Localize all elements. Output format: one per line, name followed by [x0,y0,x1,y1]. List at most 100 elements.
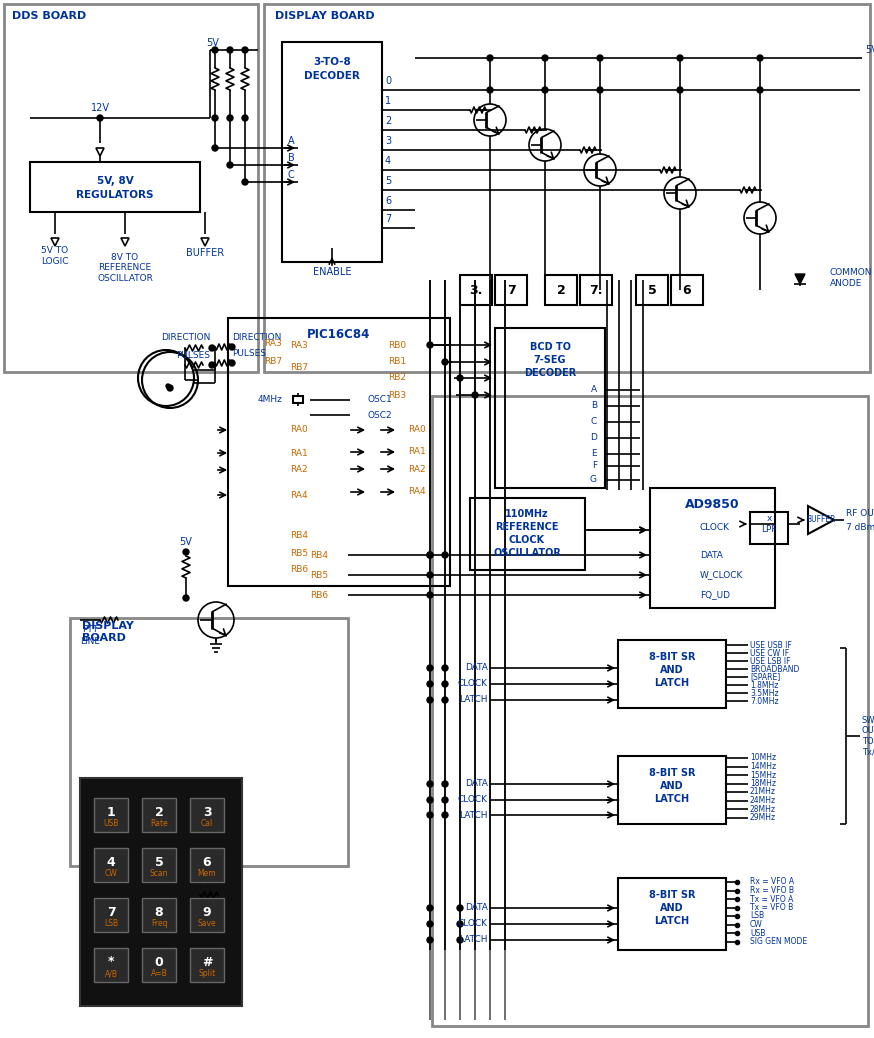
Circle shape [166,384,170,388]
Circle shape [442,812,448,818]
Text: x
LPF: x LPF [761,514,777,534]
Text: USE LSB IF: USE LSB IF [750,656,790,665]
Text: REGULATORS: REGULATORS [76,190,154,200]
Circle shape [427,905,433,911]
Circle shape [427,781,433,787]
Text: RB1: RB1 [388,357,406,366]
Circle shape [472,392,478,398]
Text: Freq: Freq [150,920,167,929]
Text: 1: 1 [107,805,115,819]
Circle shape [427,681,433,687]
Text: 7: 7 [107,905,115,919]
Text: CW: CW [750,920,763,929]
Text: PIC16C84: PIC16C84 [308,328,371,340]
Circle shape [757,55,763,61]
Bar [293,397,303,403]
Text: 1: 1 [385,95,391,106]
Bar [460,275,492,305]
Text: USB: USB [103,819,119,828]
Text: USE USB IF: USE USB IF [750,640,792,650]
Text: Scan: Scan [149,870,169,878]
Bar [190,948,224,982]
Text: RB5: RB5 [310,571,328,579]
Circle shape [242,179,248,185]
Text: PULSES: PULSES [176,351,210,359]
Text: RA3: RA3 [264,339,281,349]
Text: C: C [288,170,295,180]
Text: CLOCK: CLOCK [509,535,545,545]
Circle shape [597,55,603,61]
Text: OSCILLATOR: OSCILLATOR [493,548,561,558]
Text: RB0: RB0 [388,340,406,350]
Text: RA0: RA0 [290,426,308,435]
Bar [650,488,775,608]
Bar [264,4,870,372]
Text: 6: 6 [683,283,691,297]
Text: 5: 5 [385,176,392,186]
Text: PULSES: PULSES [232,349,266,357]
Text: 7.: 7. [589,283,603,297]
Circle shape [183,549,189,555]
Circle shape [242,47,248,53]
Text: RF OUT: RF OUT [846,510,874,519]
Bar [142,798,176,832]
Text: OSC2: OSC2 [368,410,392,419]
Text: LATCH: LATCH [655,794,690,804]
Text: DECODER: DECODER [304,71,360,81]
Text: RB4: RB4 [310,550,328,559]
Circle shape [227,115,233,121]
Text: G: G [590,475,597,485]
Circle shape [677,55,683,61]
Text: DATA: DATA [465,780,488,789]
Bar [636,275,668,305]
Text: COMMON
ANODE: COMMON ANODE [830,268,872,288]
Text: SIG GEN MODE: SIG GEN MODE [750,937,807,946]
Text: CLOCK: CLOCK [458,920,488,929]
Text: 7: 7 [507,283,516,297]
Text: 15MHz: 15MHz [750,770,776,780]
Text: 7-SEG: 7-SEG [534,355,566,365]
Text: 6: 6 [385,196,391,206]
Circle shape [487,87,493,93]
Circle shape [242,115,248,121]
Text: 3: 3 [203,805,212,819]
Text: RB3: RB3 [388,390,406,400]
Text: 14MHz: 14MHz [750,762,776,771]
Text: RB6: RB6 [290,566,309,574]
Text: LINE: LINE [80,637,100,647]
Circle shape [757,87,763,93]
Text: Rx = VFO B: Rx = VFO B [750,886,794,895]
Bar [750,512,788,544]
Circle shape [212,145,218,151]
Text: 6: 6 [203,855,212,869]
Text: 110MHz: 110MHz [505,509,549,519]
Text: SWITCH
OUTPUTS
TO HOST
Tx/Rx: SWITCH OUTPUTS TO HOST Tx/Rx [862,716,874,756]
Text: REFERENCE: REFERENCE [496,522,558,532]
Text: #: # [202,956,212,968]
Bar [142,898,176,932]
Text: 7 dBm: 7 dBm [846,523,874,532]
Circle shape [442,696,448,703]
Circle shape [427,572,433,578]
Text: A: A [591,385,597,394]
Text: 28MHz: 28MHz [750,804,776,814]
Text: 5V: 5V [206,38,219,48]
Circle shape [427,812,433,818]
Text: Split: Split [198,969,216,979]
Text: 18MHz: 18MHz [750,778,776,788]
Text: RB2: RB2 [388,374,406,382]
Text: LATCH: LATCH [460,695,488,705]
Text: BUFFER: BUFFER [186,248,224,258]
Text: A/B: A/B [105,969,117,979]
Text: AND: AND [660,665,683,675]
Bar [190,798,224,832]
Text: RA0: RA0 [408,426,426,435]
Text: Tx = VFO A: Tx = VFO A [750,895,794,903]
Text: 7: 7 [385,214,392,224]
Circle shape [442,665,448,671]
Bar [618,878,726,950]
Circle shape [229,344,235,350]
Circle shape [442,797,448,803]
Text: RB7: RB7 [290,363,309,373]
Text: 12V: 12V [91,103,109,113]
